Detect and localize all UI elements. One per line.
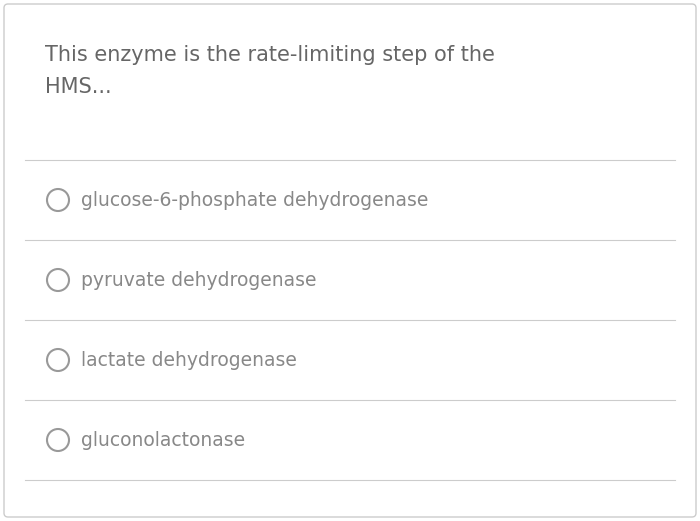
Text: glucose-6-phosphate dehydrogenase: glucose-6-phosphate dehydrogenase <box>81 191 428 209</box>
Text: HMS...: HMS... <box>45 77 111 97</box>
Text: lactate dehydrogenase: lactate dehydrogenase <box>81 351 297 369</box>
Text: pyruvate dehydrogenase: pyruvate dehydrogenase <box>81 270 316 290</box>
FancyBboxPatch shape <box>4 4 696 517</box>
Text: This enzyme is the rate-limiting step of the: This enzyme is the rate-limiting step of… <box>45 45 495 65</box>
Text: gluconolactonase: gluconolactonase <box>81 430 245 450</box>
